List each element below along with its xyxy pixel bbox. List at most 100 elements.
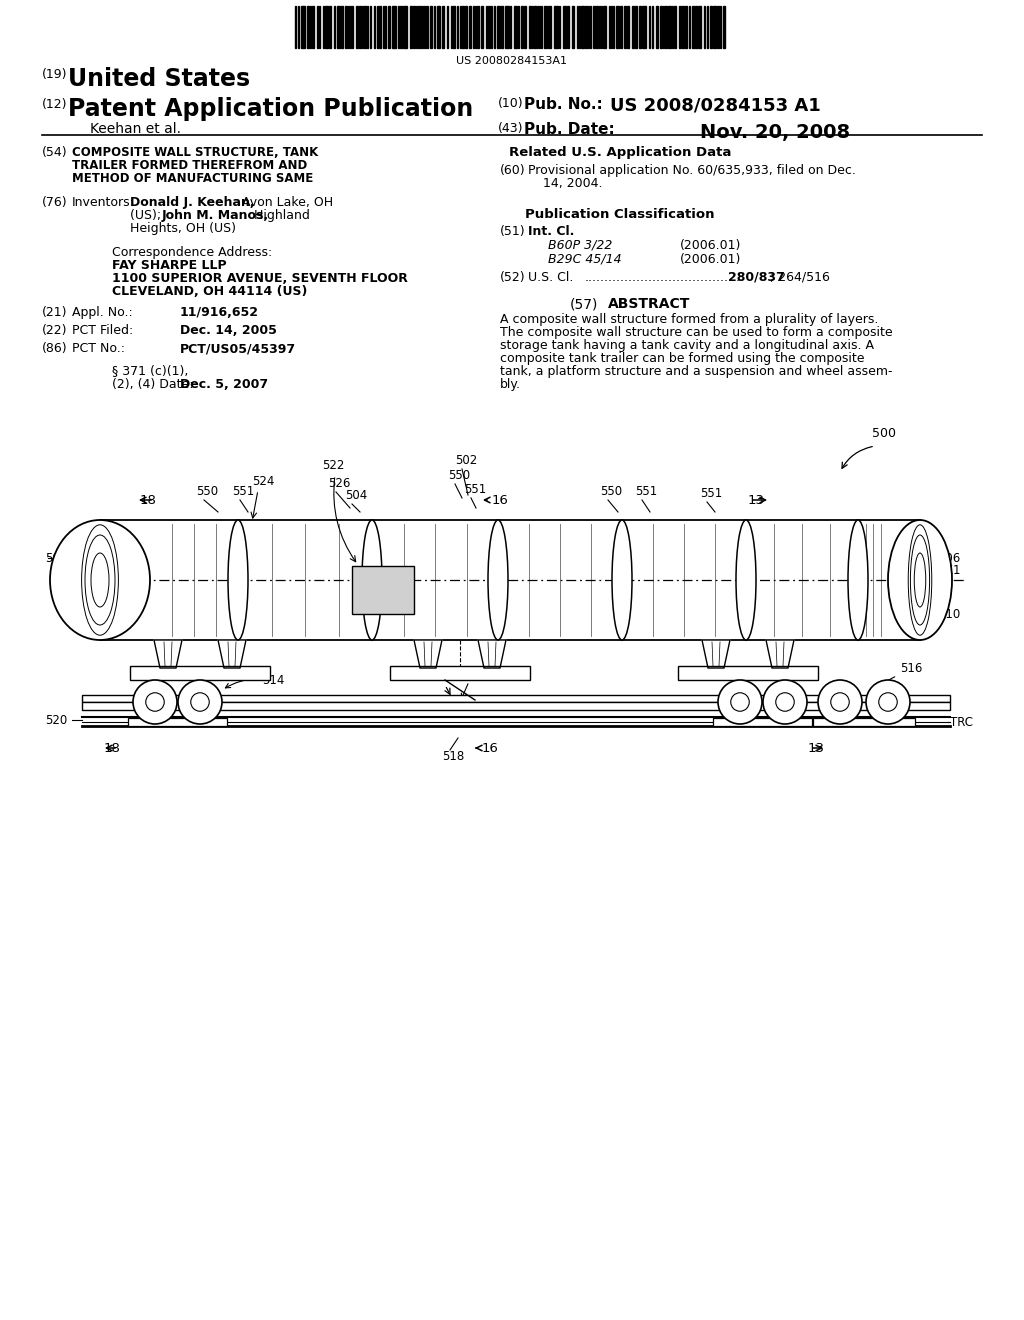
Bar [364,7,366,48]
Bar [307,7,309,48]
Ellipse shape [228,520,248,640]
Bar [400,7,402,48]
Text: Highland: Highland [250,209,310,222]
Bar [710,7,712,48]
Text: Provisional application No. 60/635,933, filed on Dec.: Provisional application No. 60/635,933, … [528,164,856,177]
Polygon shape [414,640,442,668]
Text: (57): (57) [570,297,598,312]
Ellipse shape [848,520,868,640]
Text: 551: 551 [232,484,254,498]
Bar [572,7,574,48]
Circle shape [763,680,807,723]
Bar [692,7,694,48]
Bar [563,7,566,48]
Ellipse shape [50,520,150,640]
Bar [325,7,328,48]
Bar [521,7,523,48]
Bar [312,7,314,48]
Text: 520: 520 [45,714,68,726]
Text: storage tank having a tank cavity and a longitudinal axis. A: storage tank having a tank cavity and a … [500,339,874,352]
Bar [392,7,396,48]
Polygon shape [478,640,506,668]
Bar [813,718,915,726]
Bar [660,7,662,48]
Text: Related U.S. Application Data: Related U.S. Application Data [509,147,731,158]
Text: (2006.01): (2006.01) [680,239,741,252]
Text: 550: 550 [196,484,218,498]
Bar [501,7,503,48]
Bar [593,7,595,48]
Ellipse shape [488,520,508,640]
Bar [437,7,440,48]
Text: 506: 506 [938,552,961,565]
Bar [713,7,716,48]
Bar [505,7,509,48]
Bar [337,7,340,48]
Bar [418,7,420,48]
Text: ; 264/516: ; 264/516 [770,271,829,284]
Text: Int. Cl.: Int. Cl. [528,224,574,238]
Bar [403,7,407,48]
Bar [581,7,584,48]
Text: (60): (60) [500,164,525,177]
Bar [481,7,483,48]
Circle shape [145,693,164,711]
Text: .......................................: ....................................... [585,271,741,284]
Bar [632,7,634,48]
Text: 13: 13 [808,742,825,755]
Bar [678,667,818,680]
Text: COMPOSITE WALL STRUCTURE, TANK: COMPOSITE WALL STRUCTURE, TANK [72,147,318,158]
Text: METHOD OF MANUFACTURING SAME: METHOD OF MANUFACTURING SAME [72,172,313,185]
Text: Inventors:: Inventors: [72,195,135,209]
Text: (21): (21) [42,306,68,319]
Text: 502: 502 [455,454,477,467]
Text: (12): (12) [42,98,68,111]
Bar [642,7,646,48]
Text: (52): (52) [500,271,525,284]
Text: AX1: AX1 [938,564,962,577]
Bar [635,7,637,48]
Circle shape [731,693,750,711]
Bar [668,7,671,48]
Text: Avon Lake, OH: Avon Lake, OH [238,195,333,209]
Bar [390,667,530,680]
Text: (2006.01): (2006.01) [680,253,741,267]
Text: Appl. No.:: Appl. No.: [72,306,133,319]
Ellipse shape [612,520,632,640]
Text: TRC: TRC [950,715,973,729]
Text: 16: 16 [492,494,509,507]
Text: CLEVELAND, OH 44114 (US): CLEVELAND, OH 44114 (US) [112,285,307,298]
Circle shape [178,680,222,723]
Text: bly.: bly. [500,378,521,391]
Text: PCT/US05/45397: PCT/US05/45397 [180,342,296,355]
Bar [497,7,500,48]
Bar [352,566,414,614]
Text: 551: 551 [700,487,722,500]
Circle shape [818,680,862,723]
Text: 514: 514 [225,673,285,688]
Text: FAY SHARPE LLP: FAY SHARPE LLP [112,259,226,272]
Bar [82,702,950,710]
Text: 512: 512 [462,665,484,698]
Bar [356,7,358,48]
Bar [603,7,606,48]
Text: 516: 516 [873,661,923,688]
Text: 13: 13 [748,494,765,507]
Text: composite tank trailer can be formed using the composite: composite tank trailer can be formed usi… [500,352,864,366]
Text: tank, a platform structure and a suspension and wheel assem-: tank, a platform structure and a suspens… [500,366,893,378]
Text: The composite wall structure can be used to form a composite: The composite wall structure can be used… [500,326,893,339]
Text: Pub. Date:: Pub. Date: [524,121,614,137]
Bar [674,7,676,48]
Ellipse shape [362,520,382,640]
Text: 1100 SUPERIOR AVENUE, SEVENTH FLOOR: 1100 SUPERIOR AVENUE, SEVENTH FLOOR [112,272,408,285]
Text: US 2008/0284153 A1: US 2008/0284153 A1 [610,96,821,115]
Text: 500: 500 [872,426,896,440]
Bar [82,696,950,702]
Bar [698,7,701,48]
Text: 510: 510 [938,607,961,620]
Circle shape [830,693,849,711]
Bar [627,7,629,48]
Text: 11/916,652: 11/916,652 [180,306,259,319]
Text: 18: 18 [139,494,156,507]
Text: (10): (10) [498,96,523,110]
